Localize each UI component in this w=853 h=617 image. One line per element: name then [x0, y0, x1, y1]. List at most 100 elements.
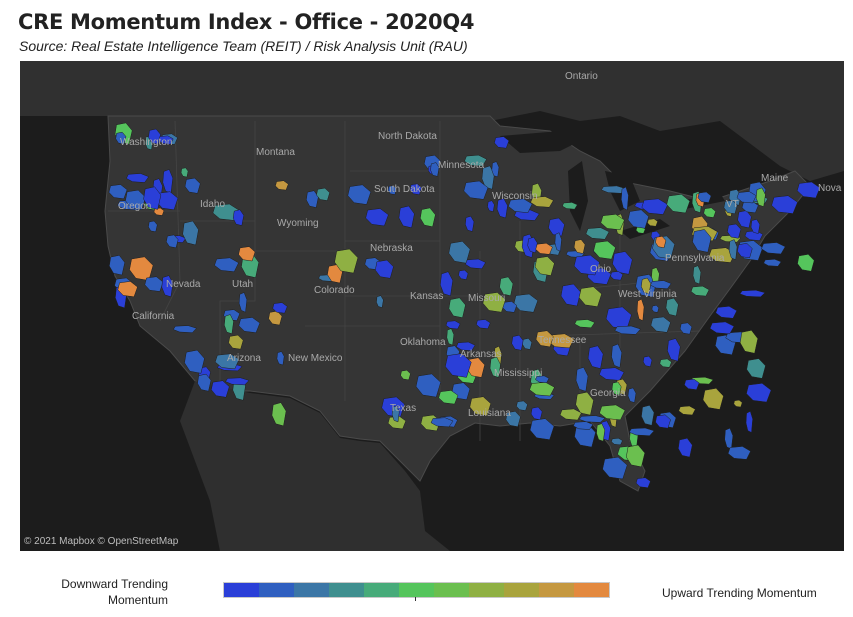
momentum-region[interactable] [642, 355, 653, 367]
momentum-region[interactable] [527, 237, 538, 254]
momentum-region[interactable] [596, 423, 606, 442]
momentum-region[interactable] [575, 391, 594, 416]
map-attribution[interactable]: © 2021 Mapbox © OpenStreetMap [24, 536, 179, 547]
momentum-region[interactable] [224, 314, 234, 335]
momentum-region[interactable] [430, 417, 454, 428]
momentum-region[interactable] [161, 275, 174, 298]
momentum-region[interactable] [184, 177, 201, 194]
momentum-region[interactable] [746, 383, 772, 403]
momentum-region[interactable] [665, 297, 679, 317]
momentum-region[interactable] [166, 234, 179, 249]
momentum-region[interactable] [585, 227, 610, 240]
momentum-region[interactable] [117, 281, 138, 298]
momentum-region[interactable] [464, 154, 487, 167]
momentum-region[interactable] [158, 135, 174, 145]
momentum-region[interactable] [739, 289, 766, 298]
momentum-region[interactable] [761, 242, 786, 255]
momentum-region[interactable] [535, 330, 554, 348]
momentum-region[interactable] [626, 444, 646, 468]
momentum-region[interactable] [771, 195, 798, 214]
momentum-region[interactable] [316, 187, 330, 201]
momentum-region[interactable] [465, 258, 486, 269]
momentum-region[interactable] [745, 410, 753, 433]
momentum-region[interactable] [387, 185, 397, 195]
momentum-region[interactable] [126, 173, 150, 183]
momentum-region[interactable] [487, 200, 495, 212]
momentum-region[interactable] [763, 259, 782, 267]
momentum-region[interactable] [529, 418, 555, 440]
momentum-region[interactable] [599, 404, 626, 421]
momentum-region[interactable] [456, 341, 476, 351]
momentum-region[interactable] [573, 421, 594, 430]
momentum-region[interactable] [232, 209, 245, 226]
momentum-region[interactable] [522, 338, 533, 350]
momentum-region[interactable] [184, 349, 205, 374]
momentum-region[interactable] [636, 298, 645, 322]
momentum-region[interactable] [659, 358, 672, 368]
momentum-region[interactable] [448, 297, 466, 318]
momentum-region[interactable] [398, 205, 415, 229]
momentum-region[interactable] [347, 184, 372, 205]
momentum-region[interactable] [692, 265, 702, 285]
momentum-region[interactable] [641, 405, 655, 426]
momentum-region[interactable] [690, 285, 710, 297]
momentum-region[interactable] [578, 415, 606, 423]
momentum-region[interactable] [438, 390, 459, 405]
momentum-region[interactable] [505, 411, 521, 427]
momentum-region[interactable] [611, 437, 623, 446]
momentum-region[interactable] [409, 183, 422, 195]
momentum-region[interactable] [275, 180, 289, 191]
momentum-region[interactable] [271, 402, 287, 427]
momentum-region[interactable] [627, 209, 649, 229]
momentum-region[interactable] [182, 220, 199, 246]
momentum-region[interactable] [611, 343, 623, 368]
momentum-region[interactable] [491, 161, 500, 178]
momentum-region[interactable] [376, 295, 384, 308]
momentum-region[interactable] [238, 317, 261, 333]
momentum-region[interactable] [272, 302, 288, 314]
momentum-region[interactable] [469, 396, 492, 416]
momentum-region[interactable] [391, 405, 400, 423]
momentum-region[interactable] [651, 305, 660, 313]
momentum-region[interactable] [736, 191, 757, 204]
momentum-region[interactable] [737, 243, 753, 259]
momentum-region[interactable] [535, 375, 550, 384]
momentum-region[interactable] [611, 381, 622, 396]
momentum-region[interactable] [365, 208, 389, 227]
momentum-region[interactable] [574, 319, 596, 329]
momentum-region[interactable] [750, 219, 761, 234]
momentum-region[interactable] [144, 276, 164, 292]
momentum-region[interactable] [727, 446, 751, 460]
momentum-region[interactable] [496, 198, 508, 219]
momentum-region[interactable] [180, 167, 189, 178]
momentum-region[interactable] [702, 388, 724, 410]
momentum-region[interactable] [600, 214, 625, 231]
momentum-region[interactable] [143, 186, 162, 210]
momentum-region[interactable] [375, 259, 394, 279]
momentum-region[interactable] [621, 186, 629, 211]
momentum-region[interactable] [458, 269, 469, 280]
momentum-region[interactable] [727, 223, 742, 239]
momentum-region[interactable] [746, 358, 766, 379]
momentum-region[interactable] [650, 316, 671, 333]
momentum-region[interactable] [560, 283, 581, 307]
momentum-region[interactable] [614, 325, 641, 335]
momentum-region[interactable] [516, 400, 528, 411]
momentum-region[interactable] [225, 377, 250, 386]
momentum-region[interactable] [575, 366, 589, 392]
momentum-region[interactable] [476, 319, 491, 329]
momentum-region[interactable] [534, 256, 555, 276]
momentum-region[interactable] [481, 165, 495, 190]
momentum-region[interactable] [530, 196, 554, 208]
momentum-region[interactable] [593, 240, 616, 260]
momentum-region[interactable] [612, 251, 633, 275]
momentum-region[interactable] [148, 128, 161, 145]
momentum-region[interactable] [692, 229, 712, 253]
momentum-region[interactable] [703, 207, 716, 218]
momentum-region[interactable] [306, 190, 319, 208]
momentum-region[interactable] [400, 369, 411, 381]
momentum-region[interactable] [535, 242, 553, 255]
momentum-region[interactable] [172, 325, 197, 333]
momentum-region[interactable] [679, 322, 693, 335]
momentum-region[interactable] [666, 194, 691, 214]
